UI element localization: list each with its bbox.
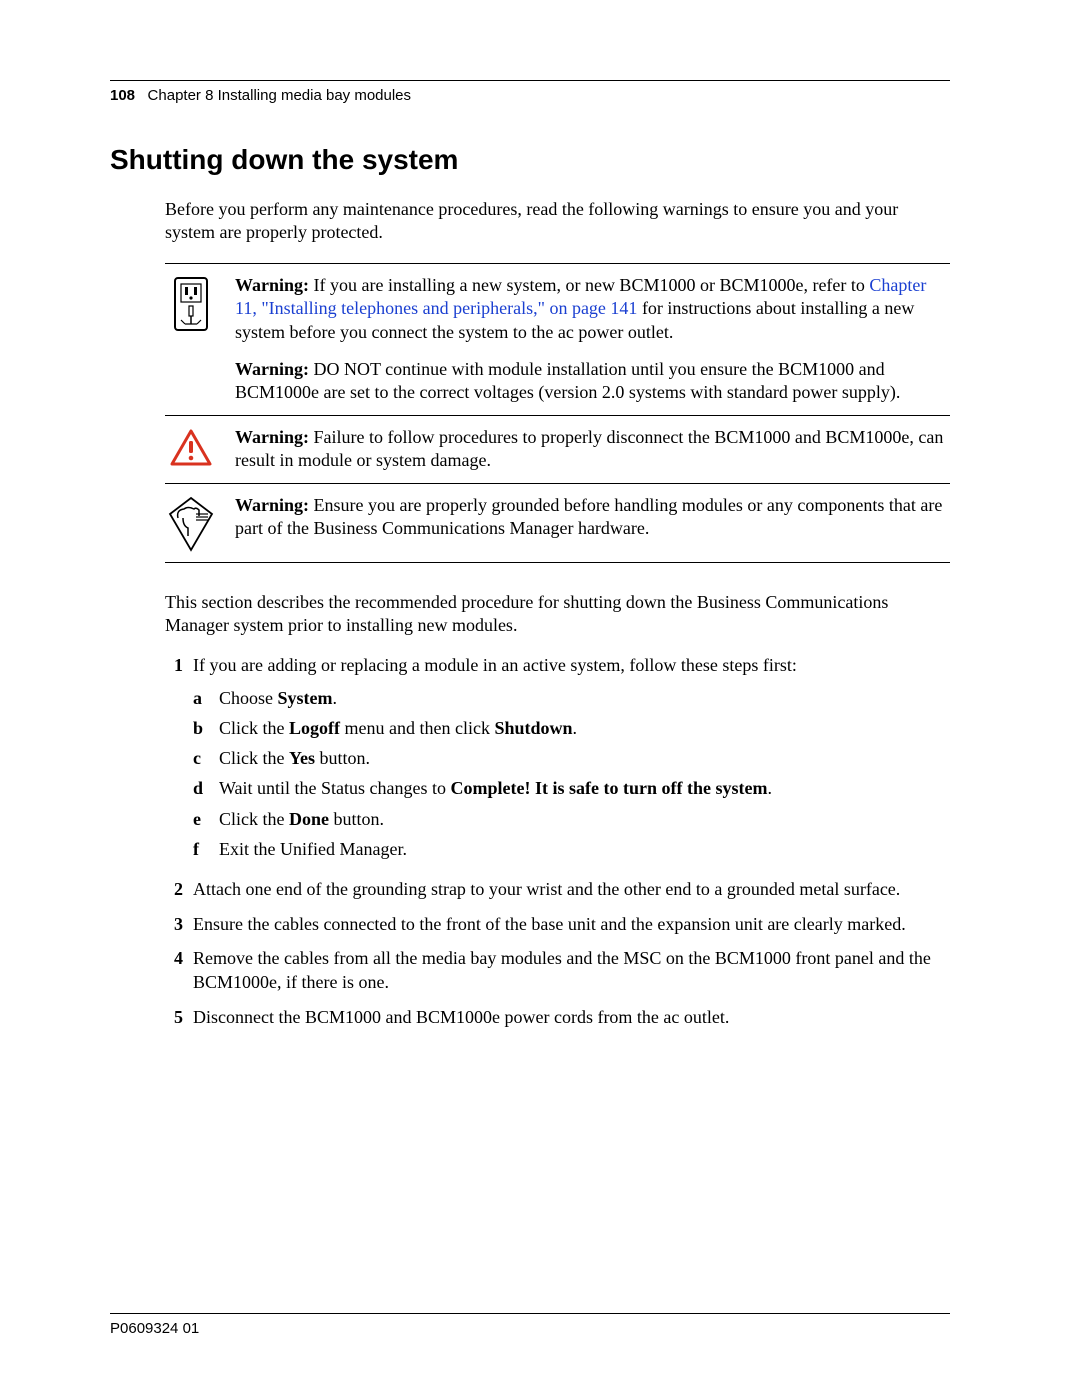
description-paragraph: This section describes the recommended p… — [165, 591, 950, 638]
txt: button. — [329, 809, 384, 829]
warn2-text: Failure to follow procedures to properly… — [235, 427, 943, 470]
txt: Click the — [219, 718, 289, 738]
txt: Wait until the Status changes to — [219, 778, 451, 798]
header-rule — [110, 80, 950, 81]
step-text: Remove the cables from all the media bay… — [193, 946, 950, 995]
bold: Done — [289, 809, 329, 829]
substep-letter: a — [193, 686, 219, 710]
procedure-list: 1 If you are adding or replacing a modul… — [165, 653, 950, 1029]
warning-label: Warning: — [235, 495, 309, 515]
bold: Shutdown — [494, 718, 572, 738]
substep-f: fExit the Unified Manager. — [193, 837, 950, 861]
substep-e: eClick the Done button. — [193, 807, 950, 831]
step-1-text: If you are adding or replacing a module … — [193, 655, 797, 675]
substep-letter: b — [193, 716, 219, 740]
bold: System — [278, 688, 333, 708]
substep-letter: d — [193, 776, 219, 800]
chapter-title: Chapter 8 Installing media bay modules — [148, 87, 411, 104]
bold: Yes — [289, 748, 315, 768]
warning-caution-text: Warning: Failure to follow procedures to… — [235, 426, 950, 473]
bold: Logoff — [289, 718, 340, 738]
warning-block-outlet: Warning: If you are installing a new sys… — [165, 263, 950, 415]
substep-letter: f — [193, 837, 219, 861]
step-1: 1 If you are adding or replacing a modul… — [165, 653, 950, 867]
bold: Complete! It is safe to turn off the sys… — [451, 778, 768, 798]
step-5: 5Disconnect the BCM1000 and BCM1000e pow… — [165, 1005, 950, 1029]
warn3-text: Ensure you are properly grounded before … — [235, 495, 942, 538]
warning-label: Warning: — [235, 427, 309, 447]
step-number: 1 — [165, 653, 193, 867]
step-number: 3 — [165, 912, 193, 936]
txt: button. — [315, 748, 370, 768]
substep-list: aChoose System. bClick the Logoff menu a… — [193, 686, 950, 862]
warning-esd-text: Warning: Ensure you are properly grounde… — [235, 494, 950, 552]
txt: Choose — [219, 688, 278, 708]
step-text: Ensure the cables connected to the front… — [193, 912, 950, 936]
substep-letter: e — [193, 807, 219, 831]
document-code: P0609324 01 — [110, 1320, 950, 1337]
warn1b-text: DO NOT continue with module installation… — [235, 359, 900, 402]
txt: . — [333, 688, 338, 708]
warning-block-esd: Warning: Ensure you are properly grounde… — [165, 483, 950, 563]
caution-triangle-icon — [165, 426, 217, 473]
txt: Click the — [219, 748, 289, 768]
warning-label: Warning: — [235, 275, 309, 295]
intro-paragraph: Before you perform any maintenance proce… — [165, 198, 950, 245]
step-number: 4 — [165, 946, 193, 995]
step-text: Attach one end of the grounding strap to… — [193, 877, 950, 901]
txt: . — [573, 718, 578, 738]
txt: Exit the Unified Manager. — [219, 837, 950, 861]
step-3: 3Ensure the cables connected to the fron… — [165, 912, 950, 936]
substep-a: aChoose System. — [193, 686, 950, 710]
running-header: 108 Chapter 8 Installing media bay modul… — [110, 87, 950, 104]
step-text: Disconnect the BCM1000 and BCM1000e powe… — [193, 1005, 950, 1029]
page-footer: P0609324 01 — [110, 1313, 950, 1337]
txt: . — [767, 778, 772, 798]
substep-d: dWait until the Status changes to Comple… — [193, 776, 950, 800]
step-number: 2 — [165, 877, 193, 901]
esd-wrist-icon — [165, 494, 217, 552]
footer-rule — [110, 1313, 950, 1314]
txt: menu and then click — [340, 718, 494, 738]
warn1a-pre: If you are installing a new system, or n… — [309, 275, 869, 295]
substep-c: cClick the Yes button. — [193, 746, 950, 770]
step-2: 2Attach one end of the grounding strap t… — [165, 877, 950, 901]
section-title: Shutting down the system — [110, 144, 950, 176]
txt: Click the — [219, 809, 289, 829]
warning-label: Warning: — [235, 359, 309, 379]
outlet-icon — [165, 274, 217, 405]
step-4: 4Remove the cables from all the media ba… — [165, 946, 950, 995]
substep-letter: c — [193, 746, 219, 770]
warning-outlet-text: Warning: If you are installing a new sys… — [235, 274, 950, 405]
step-number: 5 — [165, 1005, 193, 1029]
page-content: 108 Chapter 8 Installing media bay modul… — [110, 80, 950, 1039]
substep-b: bClick the Logoff menu and then click Sh… — [193, 716, 950, 740]
page-number: 108 — [110, 87, 135, 104]
warning-block-caution: Warning: Failure to follow procedures to… — [165, 415, 950, 483]
